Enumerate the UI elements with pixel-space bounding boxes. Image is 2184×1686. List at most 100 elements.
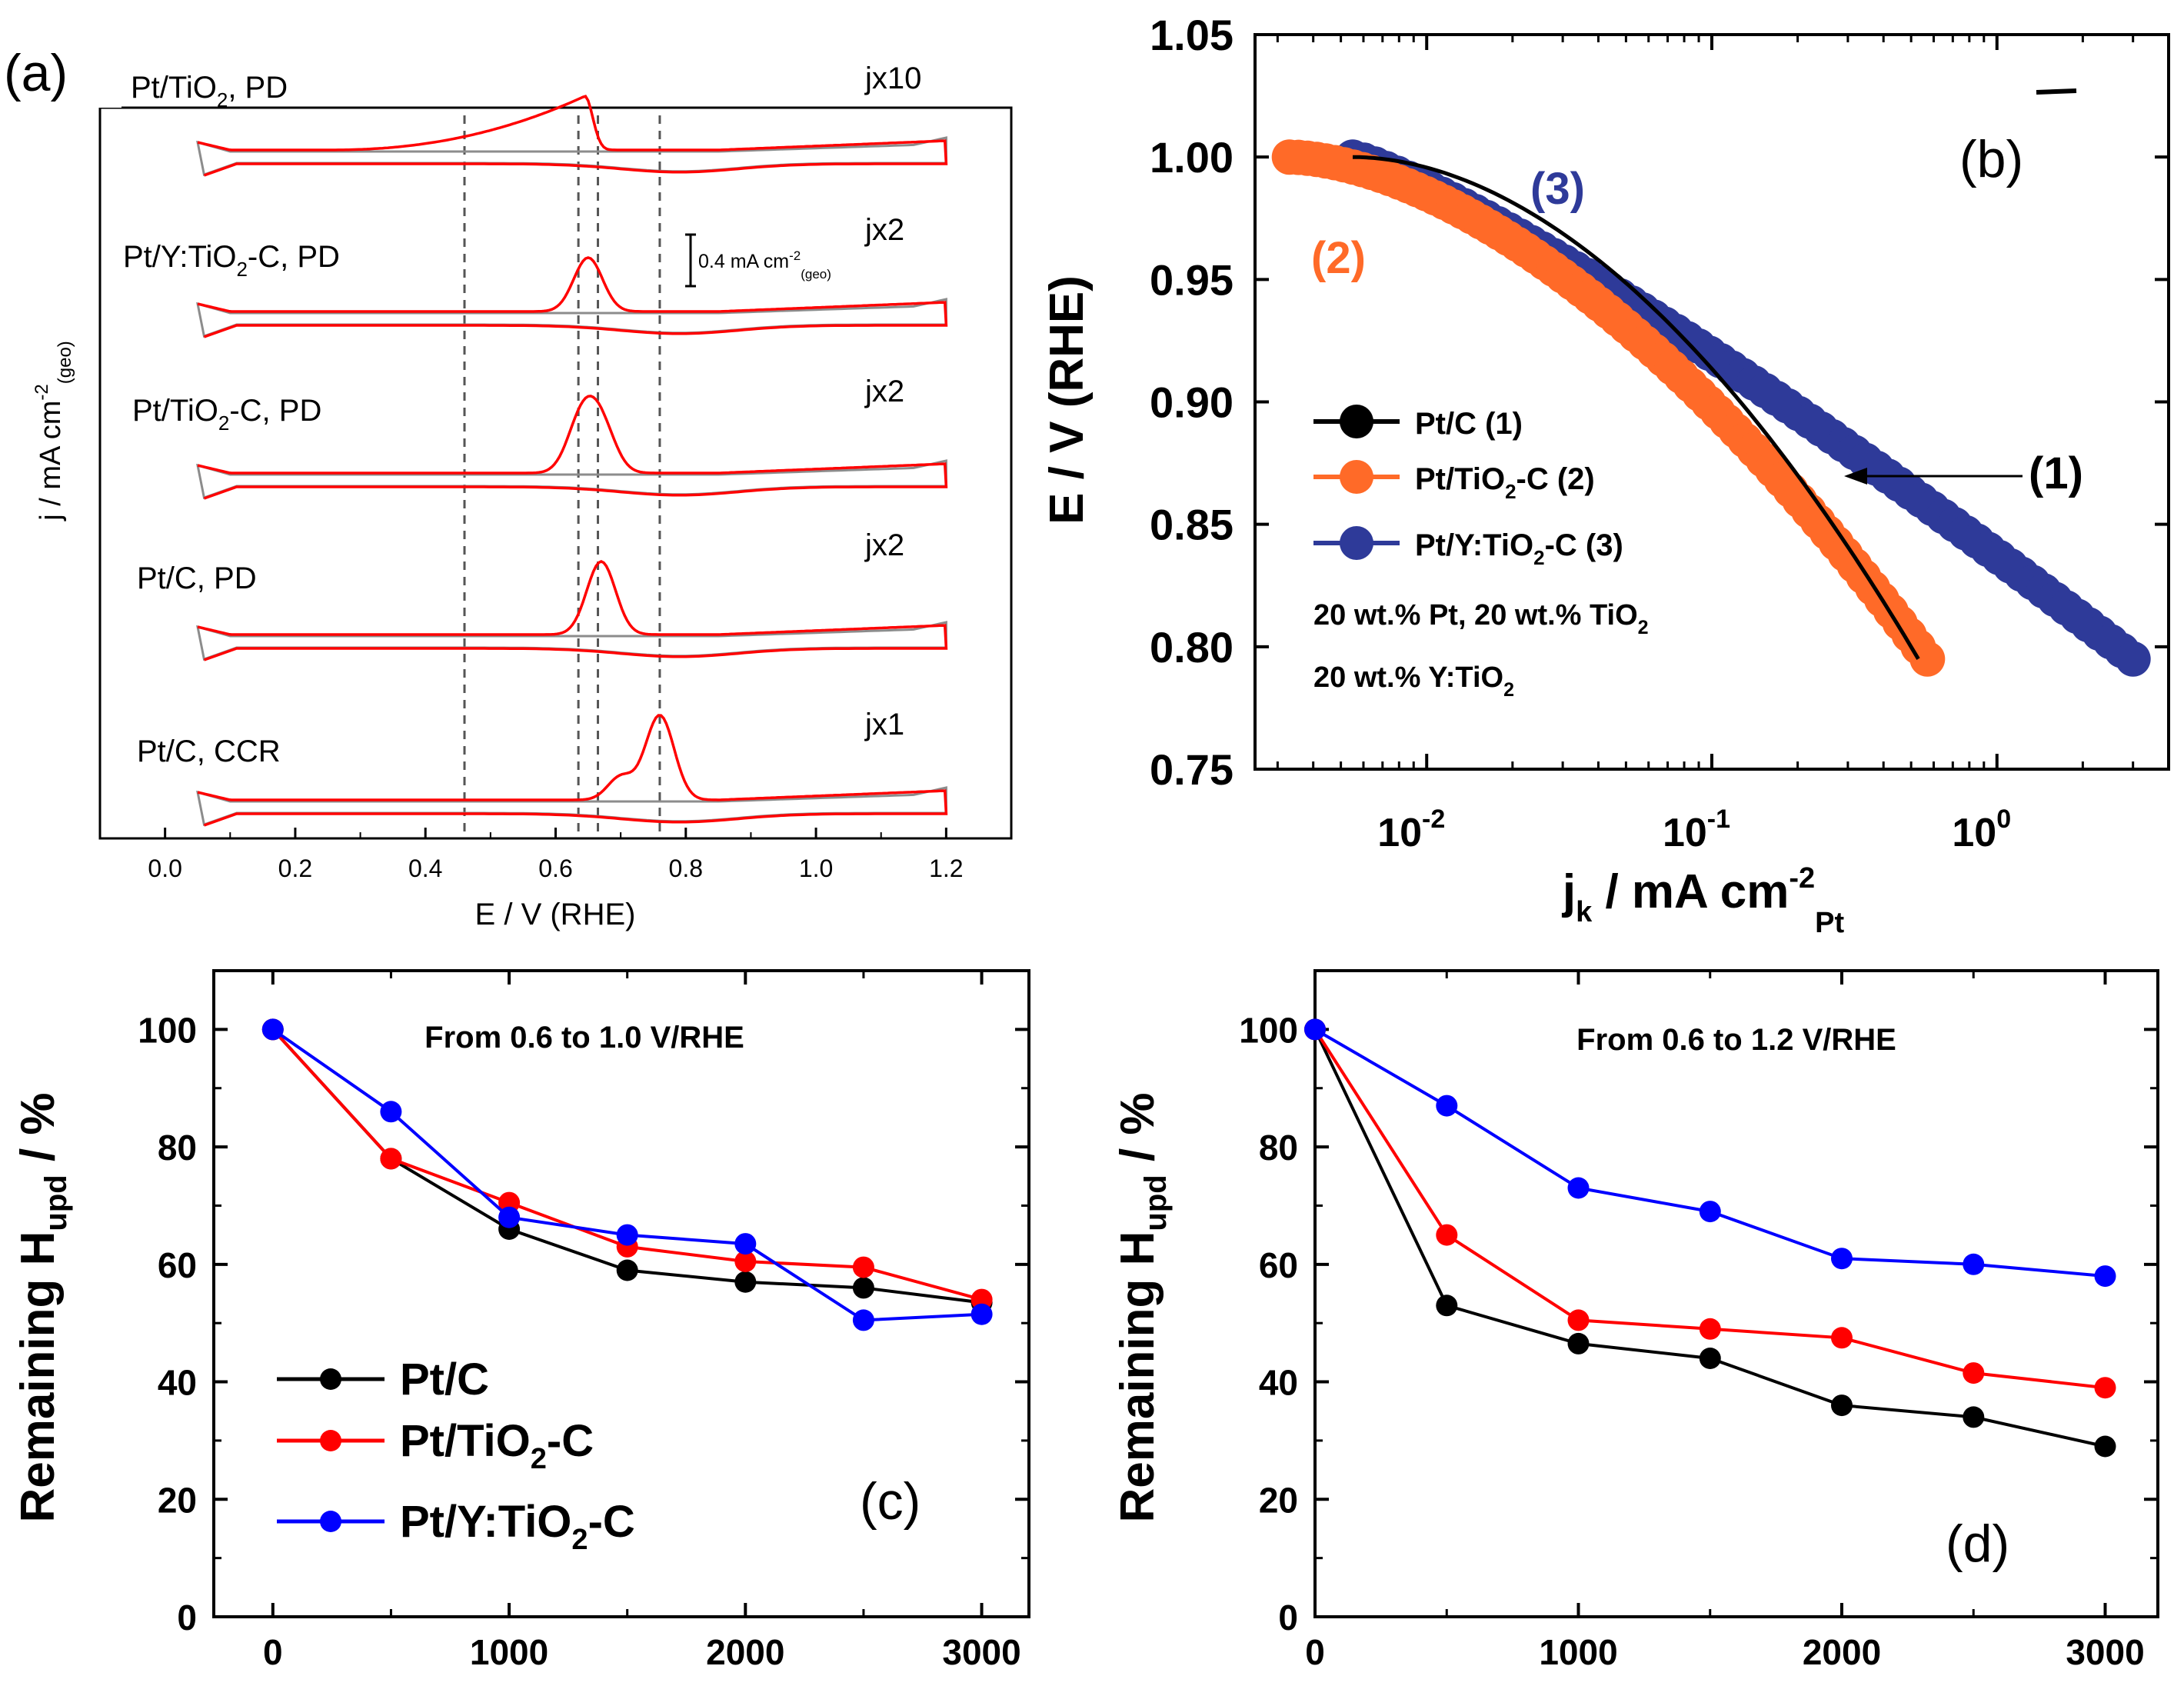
- y-tick-label-c-100: 100: [138, 1010, 197, 1050]
- point-d-pt-tio2-c-2000: [1831, 1327, 1853, 1349]
- point-c-pt-y-tio2-c-1000: [498, 1206, 521, 1228]
- panel-d-label: (d): [1946, 1514, 2009, 1573]
- point-d-pt-y-tio2-c-2000: [1831, 1248, 1853, 1270]
- x-tick-label-d-3000: 3000: [2066, 1632, 2144, 1672]
- point-d-pt-y-tio2-c-1500: [1699, 1201, 1721, 1223]
- annotation-2: (2): [1311, 233, 1366, 283]
- baseline-cycle-2: [196, 298, 947, 338]
- co-stripping-trace-3: [197, 395, 948, 500]
- legend-c-pt-tio2-c: Pt/TiO2-C: [277, 1416, 594, 1475]
- annotation-3: (3): [1530, 164, 1585, 214]
- point-d-pt-c-3000: [2094, 1435, 2116, 1458]
- trace-label-pt-tio2-c-pd: Pt/TiO2-C, PD: [132, 394, 321, 435]
- panel-d-title: From 0.6 to 1.2 V/RHE: [1576, 1023, 1896, 1057]
- line-d-pt-c: [1313, 1028, 2106, 1448]
- x-tick-label-a-1-0: 1.0: [799, 855, 833, 882]
- panel-c-legend: Pt/C Pt/TiO2-C Pt/Y:TiO2-C: [277, 1354, 635, 1556]
- panel-b-y-ticks: 0.75 0.80 0.85 0.90 0.95 1.00 1.05: [1150, 11, 2169, 794]
- legend-label-pt-c: Pt/C (1): [1415, 407, 1523, 441]
- legend-c-label-pt-ytio2-c: Pt/Y:TiO2-C: [400, 1497, 635, 1556]
- y-tick-label-b-0-90: 0.90: [1150, 378, 1233, 427]
- panel-b: 0.75 0.80 0.85 0.90 0.95 1.00 1.05 10-2 10-1 100…: [1040, 11, 2170, 939]
- annotation-1-arrow: [1844, 468, 2023, 485]
- point-c-pt-c-2000: [734, 1271, 757, 1293]
- annotation-1: (1): [2029, 448, 2083, 498]
- y-tick-label-d-60: 60: [1259, 1245, 1298, 1285]
- y-tick-label-c-80: 80: [158, 1128, 197, 1168]
- y-tick-label-d-80: 80: [1259, 1128, 1298, 1168]
- legend-c-pt-ytio2-c: Pt/Y:TiO2-C: [277, 1497, 635, 1556]
- panel-c-y-axis-label: Remaining Hupd / %: [12, 1092, 73, 1522]
- panel-b-label: (b): [1959, 130, 2023, 188]
- point-d-pt-tio2-c-500: [1436, 1224, 1458, 1246]
- point-d-pt-c-2500: [1963, 1406, 1985, 1428]
- y-tick-label-b-1-00: 1.00: [1150, 133, 1233, 182]
- panel-c-series: [261, 1018, 993, 1331]
- trace-multiplier-1: jx10: [864, 62, 921, 95]
- scale-bar: 0.4 mA cm-2(geo): [685, 233, 831, 288]
- note-line-2: 20 wt.% Y:TiO2: [1313, 661, 1514, 701]
- trace-label-pt-ytio2-c-pd: Pt/Y:TiO2-C, PD: [123, 240, 340, 281]
- x-tick-label-d-2000: 2000: [1803, 1632, 1881, 1672]
- point-c-pt-tio2-c-2500: [852, 1256, 874, 1278]
- trace-label-pt-c-pd: Pt/C, PD: [137, 561, 257, 595]
- series-d-pt-tio2-c: [1304, 1018, 2116, 1399]
- y-tick-label-c-60: 60: [158, 1245, 197, 1285]
- point-d-pt-y-tio2-c-500: [1436, 1095, 1458, 1117]
- x-tick-label-a-0-2: 0.2: [278, 855, 312, 882]
- x-tick-label-a-0-6: 0.6: [538, 855, 572, 882]
- legend-label-pt-ytio2-c: Pt/Y:TiO2-C (3): [1415, 528, 1623, 569]
- panel-d-series: [1304, 1018, 2116, 1458]
- x-tick-label-a-0-4: 0.4: [408, 855, 442, 882]
- panel-a-y-axis-label: j / mA cm-2(geo): [32, 341, 75, 521]
- scale-bar-label: 0.4 mA cm-2(geo): [698, 248, 831, 282]
- co-stripping-trace-5: [197, 714, 948, 827]
- co-stripping-trace-4: [197, 560, 948, 661]
- point-d-pt-y-tio2-c-0: [1304, 1018, 1326, 1041]
- point-c-pt-y-tio2-c-1500: [616, 1224, 638, 1246]
- y-tick-label-d-0: 0: [1278, 1598, 1298, 1638]
- trace-multiplier-3: jx2: [864, 375, 904, 408]
- panel-a-label: (a): [4, 44, 68, 102]
- point-d-pt-y-tio2-c-1000: [1567, 1177, 1590, 1199]
- co-stripping-trace-2: [197, 256, 948, 338]
- x-tick-label-b-2: 10-2: [1377, 805, 1445, 855]
- baseline-cycle-3: [196, 459, 947, 499]
- point-c-pt-y-tio2-c-2000: [734, 1233, 757, 1255]
- point-c-pt-c-2500: [852, 1277, 874, 1299]
- panel-c-title: From 0.6 to 1.0 V/RHE: [424, 1021, 744, 1055]
- y-tick-label-b-0-95: 0.95: [1150, 255, 1233, 304]
- series-c-pt-c: [261, 1018, 993, 1314]
- panel-a-frame-gap: [98, 31, 122, 108]
- y-tick-label-d-40: 40: [1259, 1363, 1298, 1403]
- panel-c-label: (c): [860, 1472, 921, 1531]
- point-d-pt-tio2-c-1000: [1567, 1309, 1590, 1331]
- x-tick-label-a-0-0: 0.0: [148, 855, 181, 882]
- x-tick-label-c-1000: 1000: [470, 1632, 548, 1672]
- point-b-pt-tio2-c-2: [1909, 641, 1946, 677]
- legend-c-marker-pt-ytio2-c: [320, 1511, 341, 1532]
- x-tick-label-b-0: 100: [1952, 805, 2011, 855]
- legend-c-marker-pt-c: [320, 1368, 341, 1390]
- trace-label-pt-c-ccr: Pt/C, CCR: [137, 735, 281, 768]
- point-c-pt-y-tio2-c-0: [261, 1018, 284, 1041]
- point-c-pt-tio2-c-2000: [734, 1251, 757, 1272]
- panel-b-legend: Pt/C (1) Pt/TiO2-C (2) Pt/Y:TiO2-C (3) 2…: [1313, 405, 1649, 701]
- legend-c-label-pt-tio2-c: Pt/TiO2-C: [400, 1416, 594, 1475]
- x-tick-label-a-0-8: 0.8: [669, 855, 703, 882]
- point-d-pt-tio2-c-3000: [2094, 1377, 2116, 1399]
- panel-a: (a) 0.0 0.2 0.4 0.6 0.8 1.0 1.2 E / V (RHE) j …: [4, 31, 1013, 931]
- legend-entry-pt-tio2-c: Pt/TiO2-C (2): [1313, 460, 1595, 503]
- line-d-pt-y-tio2-c: [1313, 1028, 2106, 1278]
- x-tick-label-c-0: 0: [263, 1632, 283, 1672]
- series-d-pt-y-tio2-c: [1304, 1018, 2116, 1288]
- series-b-pt-tio2-c-2: [1271, 139, 1946, 677]
- y-tick-label-c-0: 0: [177, 1598, 197, 1638]
- legend-entry-pt-c: Pt/C (1): [1313, 405, 1523, 441]
- panel-c-frame: [212, 969, 1030, 1618]
- x-tick-label-b-1: 10-1: [1663, 805, 1730, 855]
- point-d-pt-y-tio2-c-3000: [2094, 1265, 2116, 1288]
